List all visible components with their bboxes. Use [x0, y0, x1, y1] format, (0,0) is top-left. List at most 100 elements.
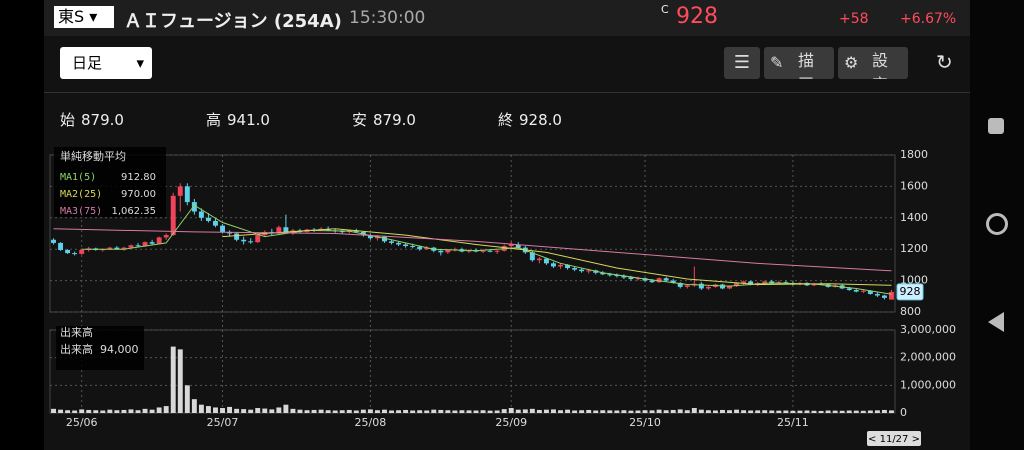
volume-bar [360, 409, 366, 413]
volume-bar [536, 409, 542, 413]
change-pct: +6.67% [900, 11, 957, 27]
ma-legend-title: 単純移動平均 [60, 149, 126, 163]
period-select[interactable]: 日足 ▾ [60, 47, 152, 79]
candle-body [656, 278, 662, 283]
candle-body [741, 281, 747, 283]
ohlc-item: 始 879.0 [60, 109, 206, 130]
indicator-button[interactable]: ☰ [724, 47, 760, 79]
volume-bar [663, 410, 669, 413]
volume-bar [522, 409, 528, 413]
volume-bar [529, 408, 535, 413]
volume-bar [867, 410, 873, 413]
volume-bar [121, 409, 127, 413]
candle-body [705, 286, 711, 289]
candle-body [551, 263, 556, 267]
volume-bar [818, 410, 824, 413]
volume-bar [881, 409, 887, 413]
time: 15:30:00 [349, 8, 426, 28]
candle-body [184, 186, 190, 203]
candle-body [396, 242, 402, 245]
volume-bar [762, 410, 768, 413]
x-tick-label: 25/11 [777, 416, 809, 429]
volume-bar [128, 409, 134, 413]
candle-body [543, 258, 549, 264]
volume-bar [790, 410, 796, 413]
volume-bar [734, 409, 740, 413]
candle-body [846, 288, 852, 291]
candle-body [649, 280, 655, 283]
candle-body [529, 252, 535, 261]
candle-body [783, 282, 789, 284]
draw-button[interactable]: ✎描画 [764, 47, 834, 79]
volume-bar [705, 410, 711, 413]
candle-body [142, 242, 148, 247]
ohlc-label: 高 [206, 111, 222, 129]
volume-bar [227, 406, 233, 413]
volume-bar [889, 410, 894, 413]
volume-bar [177, 349, 183, 413]
volume-bar [205, 406, 211, 413]
candle-body [135, 245, 141, 247]
candle-body [889, 291, 894, 300]
volume-bar [72, 410, 78, 413]
volume-bar [494, 410, 500, 413]
refresh-button[interactable]: ↻ [936, 50, 953, 74]
candle-body [163, 235, 169, 238]
volume-panel [49, 329, 896, 414]
candle-body [417, 246, 423, 250]
candle-body [670, 280, 676, 283]
recents-button[interactable] [988, 118, 1004, 134]
candle-body [487, 250, 493, 252]
ohlc-value: 928.0 [519, 111, 562, 129]
volume-bar [572, 410, 578, 413]
candle-body [480, 250, 486, 252]
divider [44, 92, 970, 93]
candle-body [762, 281, 768, 283]
ma-line [53, 228, 892, 272]
candle-body [205, 217, 211, 221]
volume-bar [220, 408, 225, 413]
candle-body [720, 284, 725, 289]
candle-body [213, 220, 218, 226]
candle-body [234, 233, 240, 240]
y-tick-label: 1200 [900, 242, 928, 255]
candle-body [881, 295, 887, 298]
market-select[interactable]: 東S ▾ [54, 6, 114, 28]
volume-bar [649, 410, 655, 413]
volume-bar [720, 409, 725, 413]
volume-bar [839, 410, 845, 413]
volume-bar [755, 410, 761, 413]
candle-body [389, 241, 394, 243]
volume-bar [332, 410, 338, 413]
period: 日足 [72, 54, 103, 72]
candle-body [65, 249, 71, 254]
volume-bar [515, 409, 521, 413]
candle-body [853, 290, 859, 292]
volume-legend-title: 出来高 [60, 325, 93, 339]
settings-button[interactable]: ⚙設定 [838, 47, 908, 79]
home-button[interactable] [986, 213, 1008, 235]
ohlc-value: 879.0 [373, 111, 416, 129]
candle-body [367, 235, 373, 239]
volume-bar [586, 409, 592, 413]
candle-body [177, 186, 183, 196]
ohlc-label: 始 [60, 111, 76, 129]
volume-bar [874, 410, 880, 413]
volume-bar [543, 409, 549, 413]
candle-body [698, 283, 704, 289]
candle-body [149, 242, 155, 244]
volume-bar [276, 407, 282, 413]
volume-bar [417, 410, 423, 413]
volume-bar [431, 409, 437, 413]
candle-body [734, 282, 740, 287]
candle-body [727, 286, 732, 289]
x-tick-label: 25/10 [629, 416, 661, 429]
nav-bar [970, 0, 1024, 450]
candle-body [170, 195, 176, 236]
candle-body [572, 268, 578, 270]
volume-bar [635, 410, 641, 413]
back-button[interactable] [988, 312, 1004, 332]
volume-bar [684, 410, 690, 413]
